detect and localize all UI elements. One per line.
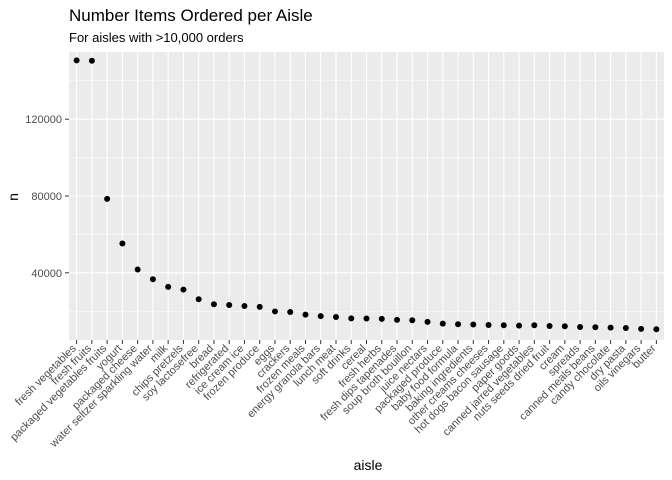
data-point <box>332 314 339 321</box>
data-point <box>302 311 309 318</box>
data-point <box>561 323 568 330</box>
data-point <box>149 276 156 283</box>
data-point <box>592 324 599 331</box>
data-point <box>546 322 553 329</box>
data-point <box>378 315 385 322</box>
y-axis-title: n <box>5 193 21 201</box>
data-point <box>104 195 111 202</box>
chart-title: Number Items Ordered per Aisle <box>69 6 313 25</box>
data-point <box>195 296 202 303</box>
data-point <box>516 322 523 329</box>
data-point <box>531 322 538 329</box>
data-point <box>165 283 172 290</box>
data-point <box>394 316 401 323</box>
data-point <box>577 323 584 330</box>
data-point <box>88 57 95 64</box>
data-point <box>622 325 629 331</box>
chart-subtitle: For aisles with >10,000 orders <box>69 30 244 45</box>
data-point <box>134 266 141 273</box>
y-tick-label: 80000 <box>31 191 62 203</box>
data-point <box>470 321 477 328</box>
data-point <box>226 302 233 309</box>
data-point <box>348 315 355 322</box>
data-point <box>409 317 416 324</box>
data-point <box>363 315 370 322</box>
data-point <box>424 318 431 325</box>
data-point <box>638 325 645 332</box>
data-point <box>607 324 614 331</box>
y-tick-label: 120000 <box>25 114 62 126</box>
data-point <box>271 308 278 315</box>
data-point <box>317 313 324 320</box>
data-points <box>73 57 660 333</box>
data-point <box>455 321 462 328</box>
data-point <box>287 308 294 315</box>
data-point <box>439 320 446 327</box>
data-point <box>73 57 80 64</box>
data-point <box>119 240 126 247</box>
data-point <box>241 303 248 310</box>
y-tick-label: 40000 <box>31 268 62 280</box>
data-point <box>256 303 263 310</box>
data-point <box>500 322 507 329</box>
data-point <box>210 301 217 308</box>
y-axis-ticks: 40000 80000 120000 <box>25 114 69 280</box>
data-point <box>180 286 187 293</box>
data-point <box>485 321 492 328</box>
x-axis-title: aisle <box>354 457 383 473</box>
data-point <box>653 326 660 333</box>
